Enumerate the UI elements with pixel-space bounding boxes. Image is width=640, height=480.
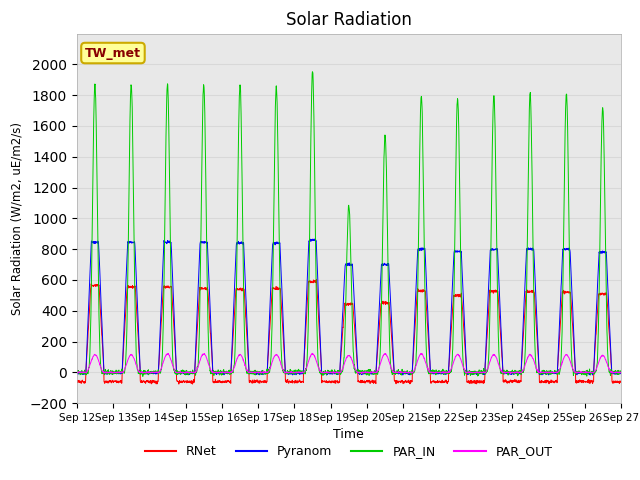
PAR_IN xyxy=(225,368,232,373)
Line: Pyranom: Pyranom xyxy=(77,239,621,375)
Pyranom xyxy=(310,236,318,242)
RNet xyxy=(617,379,625,384)
Pyranom xyxy=(569,311,577,317)
RNet xyxy=(312,276,320,282)
PAR_IN xyxy=(377,336,385,342)
PAR_IN xyxy=(308,69,316,74)
PAR_IN xyxy=(139,373,147,379)
RNet xyxy=(584,377,592,383)
Line: RNet: RNet xyxy=(77,279,621,384)
PAR_OUT xyxy=(308,350,316,356)
Pyranom xyxy=(584,371,592,376)
PAR_OUT xyxy=(617,370,625,375)
PAR_IN xyxy=(73,369,81,375)
Pyranom xyxy=(73,371,81,377)
PAR_IN xyxy=(570,368,577,373)
RNet xyxy=(365,378,372,384)
RNet xyxy=(225,378,232,384)
Legend: RNet, Pyranom, PAR_IN, PAR_OUT: RNet, Pyranom, PAR_IN, PAR_OUT xyxy=(140,441,557,464)
Line: PAR_OUT: PAR_OUT xyxy=(77,353,621,373)
Pyranom xyxy=(507,371,515,377)
PAR_OUT xyxy=(508,370,515,375)
RNet xyxy=(508,379,515,384)
PAR_OUT xyxy=(570,367,577,373)
PAR_OUT xyxy=(506,371,514,376)
Pyranom xyxy=(225,370,232,375)
RNet xyxy=(570,333,577,339)
Pyranom xyxy=(586,372,594,378)
PAR_OUT xyxy=(225,370,232,375)
PAR_OUT xyxy=(73,369,81,375)
PAR_OUT xyxy=(584,370,592,375)
RNet xyxy=(189,381,196,387)
PAR_IN xyxy=(584,369,592,374)
Line: PAR_IN: PAR_IN xyxy=(77,72,621,376)
Pyranom xyxy=(376,281,384,287)
Pyranom xyxy=(617,371,625,376)
Text: TW_met: TW_met xyxy=(85,47,141,60)
PAR_IN xyxy=(617,369,625,374)
Pyranom xyxy=(365,370,372,375)
Title: Solar Radiation: Solar Radiation xyxy=(286,11,412,29)
Y-axis label: Solar Radiation (W/m2, uE/m2/s): Solar Radiation (W/m2, uE/m2/s) xyxy=(11,122,24,315)
PAR_OUT xyxy=(365,369,372,375)
PAR_IN xyxy=(508,371,515,376)
RNet xyxy=(377,304,385,310)
X-axis label: Time: Time xyxy=(333,429,364,442)
RNet xyxy=(73,379,81,384)
PAR_OUT xyxy=(376,360,384,366)
PAR_IN xyxy=(365,370,372,376)
